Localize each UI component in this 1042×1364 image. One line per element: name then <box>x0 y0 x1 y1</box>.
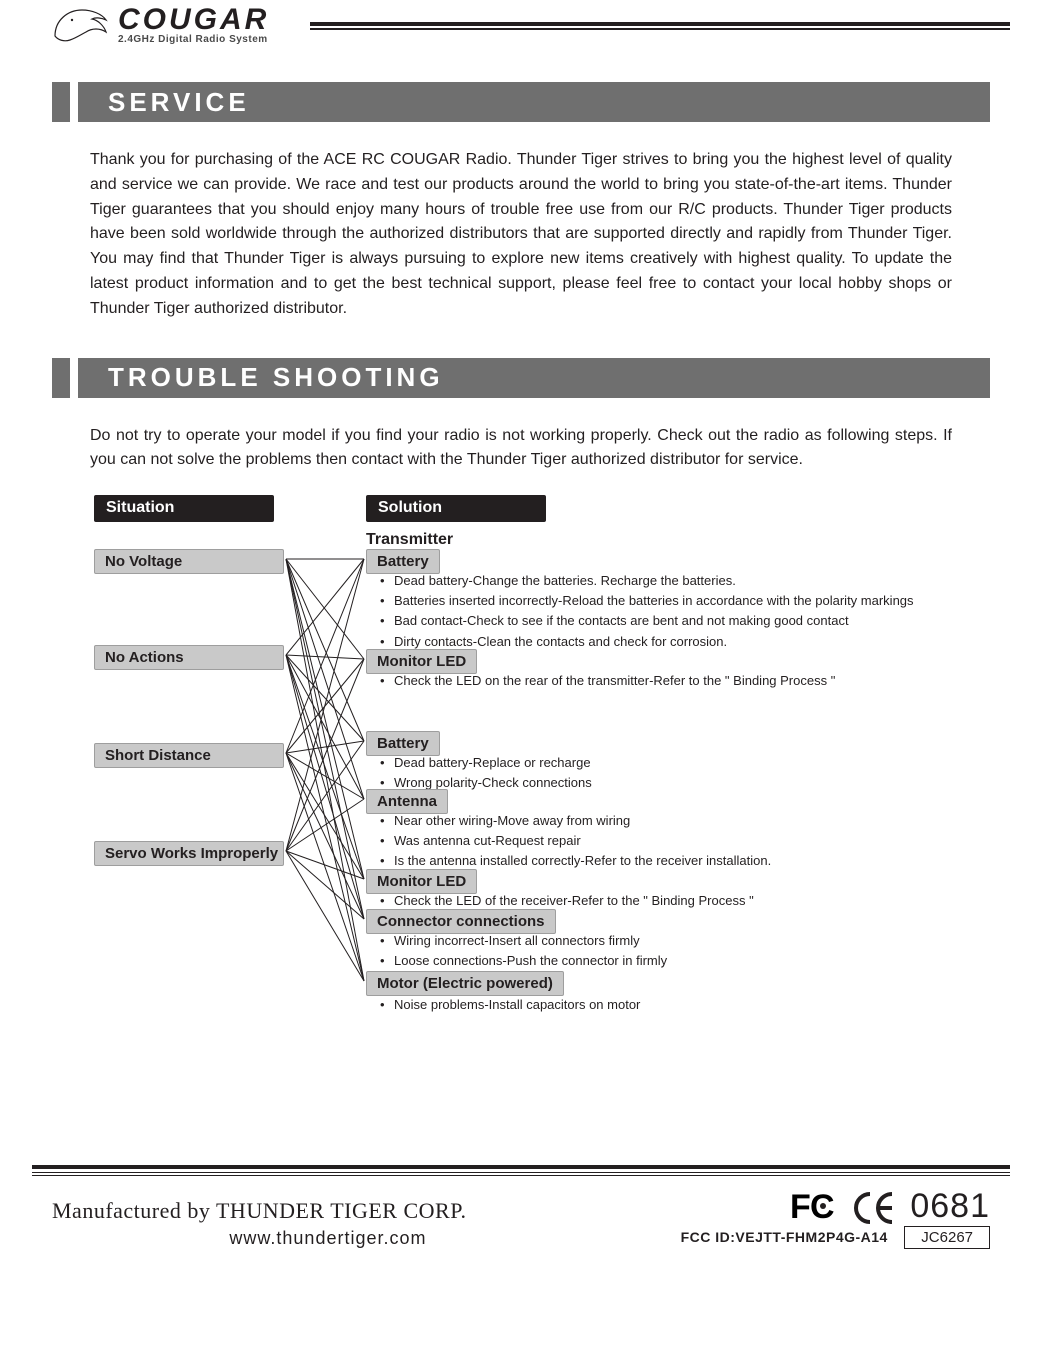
fcc-id: FCC ID:VEJTT-FHM2P4G-A14 <box>681 1229 888 1245</box>
svg-text:F: F <box>790 1188 811 1226</box>
situation-box: No Actions <box>94 645 284 670</box>
solution-bullets: Wiring incorrect-Insert all connectors f… <box>380 931 667 971</box>
solution-bullet-item: Near other wiring-Move away from wiring <box>380 811 771 831</box>
solution-bullet-item: Batteries inserted incorrectly-Reload th… <box>380 591 914 611</box>
solution-box: Motor (Electric powered) <box>366 971 564 996</box>
page-header: COUGAR 2.4GHz Digital Radio System <box>0 0 1042 60</box>
brand-subtitle: 2.4GHz Digital Radio System <box>118 34 269 45</box>
solution-bullet-item: Dead battery-Replace or recharge <box>380 753 592 773</box>
solution-bullet-item: Wiring incorrect-Insert all connectors f… <box>380 931 667 951</box>
service-body-text: Thank you for purchasing of the ACE RC C… <box>90 148 952 322</box>
ce-mark-icon <box>852 1188 896 1226</box>
page: COUGAR 2.4GHz Digital Radio System SERVI… <box>0 0 1042 1279</box>
situation-header: Situation <box>94 495 274 522</box>
brand-name: COUGAR <box>118 6 269 34</box>
trouble-diagram: Situation Solution Transmitter No Voltage No… <box>94 495 982 1055</box>
ce-number: 0681 <box>910 1187 990 1226</box>
situation-box: Servo Works Improperly <box>94 841 284 866</box>
certification-block: F C 0681 FCC ID:VEJTT-FHM2P4G-A14 JC6267 <box>681 1187 990 1249</box>
solution-bullets: Dead battery-Change the batteries. Recha… <box>380 571 914 652</box>
section-title-trouble: TROUBLE SHOOTING <box>108 362 444 393</box>
section-bar-trouble: TROUBLE SHOOTING <box>52 358 990 398</box>
solution-bullets: Noise problems-Install capacitors on mot… <box>380 995 640 1015</box>
situation-box: No Voltage <box>94 549 284 574</box>
solution-bullets: Dead battery-Replace or rechargeWrong po… <box>380 753 592 793</box>
cougar-head-icon <box>52 6 108 44</box>
solution-bullet-item: Dead battery-Change the batteries. Recha… <box>380 571 914 591</box>
header-divider <box>310 22 1010 29</box>
manufacturer-block: Manufactured by THUNDER TIGER CORP. www.… <box>52 1198 467 1249</box>
page-footer: Manufactured by THUNDER TIGER CORP. www.… <box>52 1187 990 1249</box>
fcc-id-line: FCC ID:VEJTT-FHM2P4G-A14 JC6267 <box>681 1226 990 1249</box>
solution-bullet-item: Loose connections-Push the connector in … <box>380 951 667 971</box>
brand-text: COUGAR 2.4GHz Digital Radio System <box>118 6 269 45</box>
fcc-logo-icon: F C <box>790 1188 838 1226</box>
transmitter-label: Transmitter <box>366 531 453 549</box>
manufacturer-line: Manufactured by THUNDER TIGER CORP. <box>52 1198 467 1224</box>
trouble-intro-text: Do not try to operate your model if you … <box>90 424 952 474</box>
situation-box: Short Distance <box>94 743 284 768</box>
section-bar-service: SERVICE <box>52 82 990 122</box>
solution-bullets: Near other wiring-Move away from wiringW… <box>380 811 771 871</box>
checker-decoration-icon <box>904 78 994 126</box>
certification-line: F C 0681 <box>681 1187 990 1226</box>
solution-bullets: Check the LED on the rear of the transmi… <box>380 671 835 691</box>
solution-header: Solution <box>366 495 546 522</box>
solution-bullet-item: Check the LED on the rear of the transmi… <box>380 671 835 691</box>
solution-bullet-item: Bad contact-Check to see if the contacts… <box>380 611 914 631</box>
doc-code: JC6267 <box>904 1226 990 1249</box>
section-title-service: SERVICE <box>108 87 250 118</box>
checker-decoration-icon <box>904 354 994 402</box>
solution-bullet-item: Noise problems-Install capacitors on mot… <box>380 995 640 1015</box>
footer-divider <box>32 1165 1010 1173</box>
manufacturer-url: www.thundertiger.com <box>52 1228 467 1249</box>
solution-bullet-item: Was antenna cut-Request repair <box>380 831 771 851</box>
